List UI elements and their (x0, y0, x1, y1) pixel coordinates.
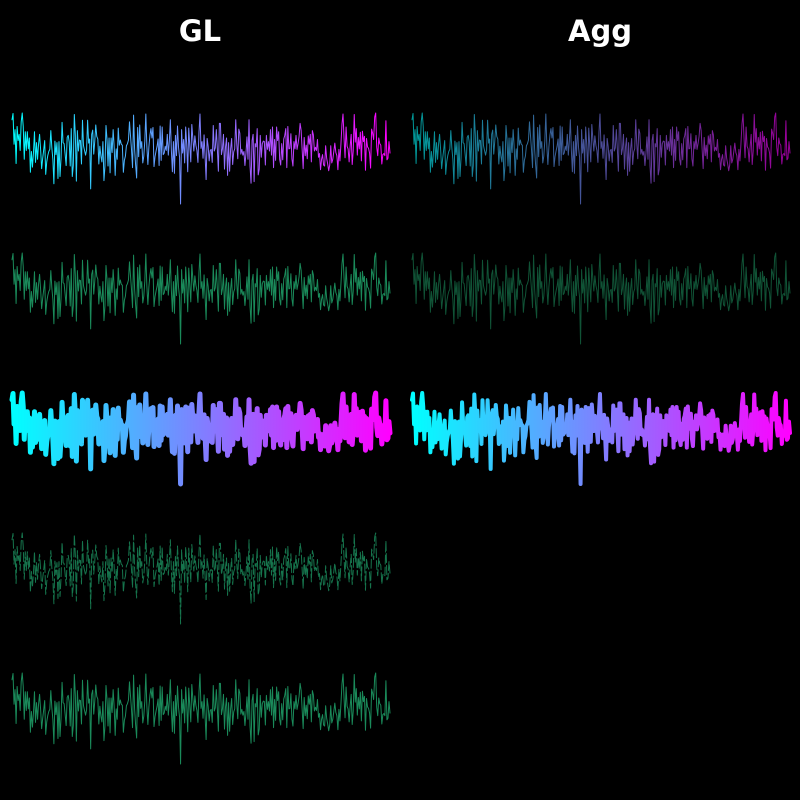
waveform-agg-row-2 (411, 252, 791, 345)
waveform-gl-row-2 (11, 252, 391, 345)
waveform-agg-row-1 (411, 112, 791, 205)
waveform-gl-row-4 (11, 532, 391, 625)
waveform-gl-row-5 (11, 672, 391, 765)
column-title-gl: GL (178, 14, 222, 48)
column-title-agg: Agg (568, 14, 632, 48)
waveform-agg-row-3 (410, 391, 792, 486)
waveform-gl-row-1 (11, 112, 391, 205)
waveform-gl-row-3 (9, 390, 393, 487)
